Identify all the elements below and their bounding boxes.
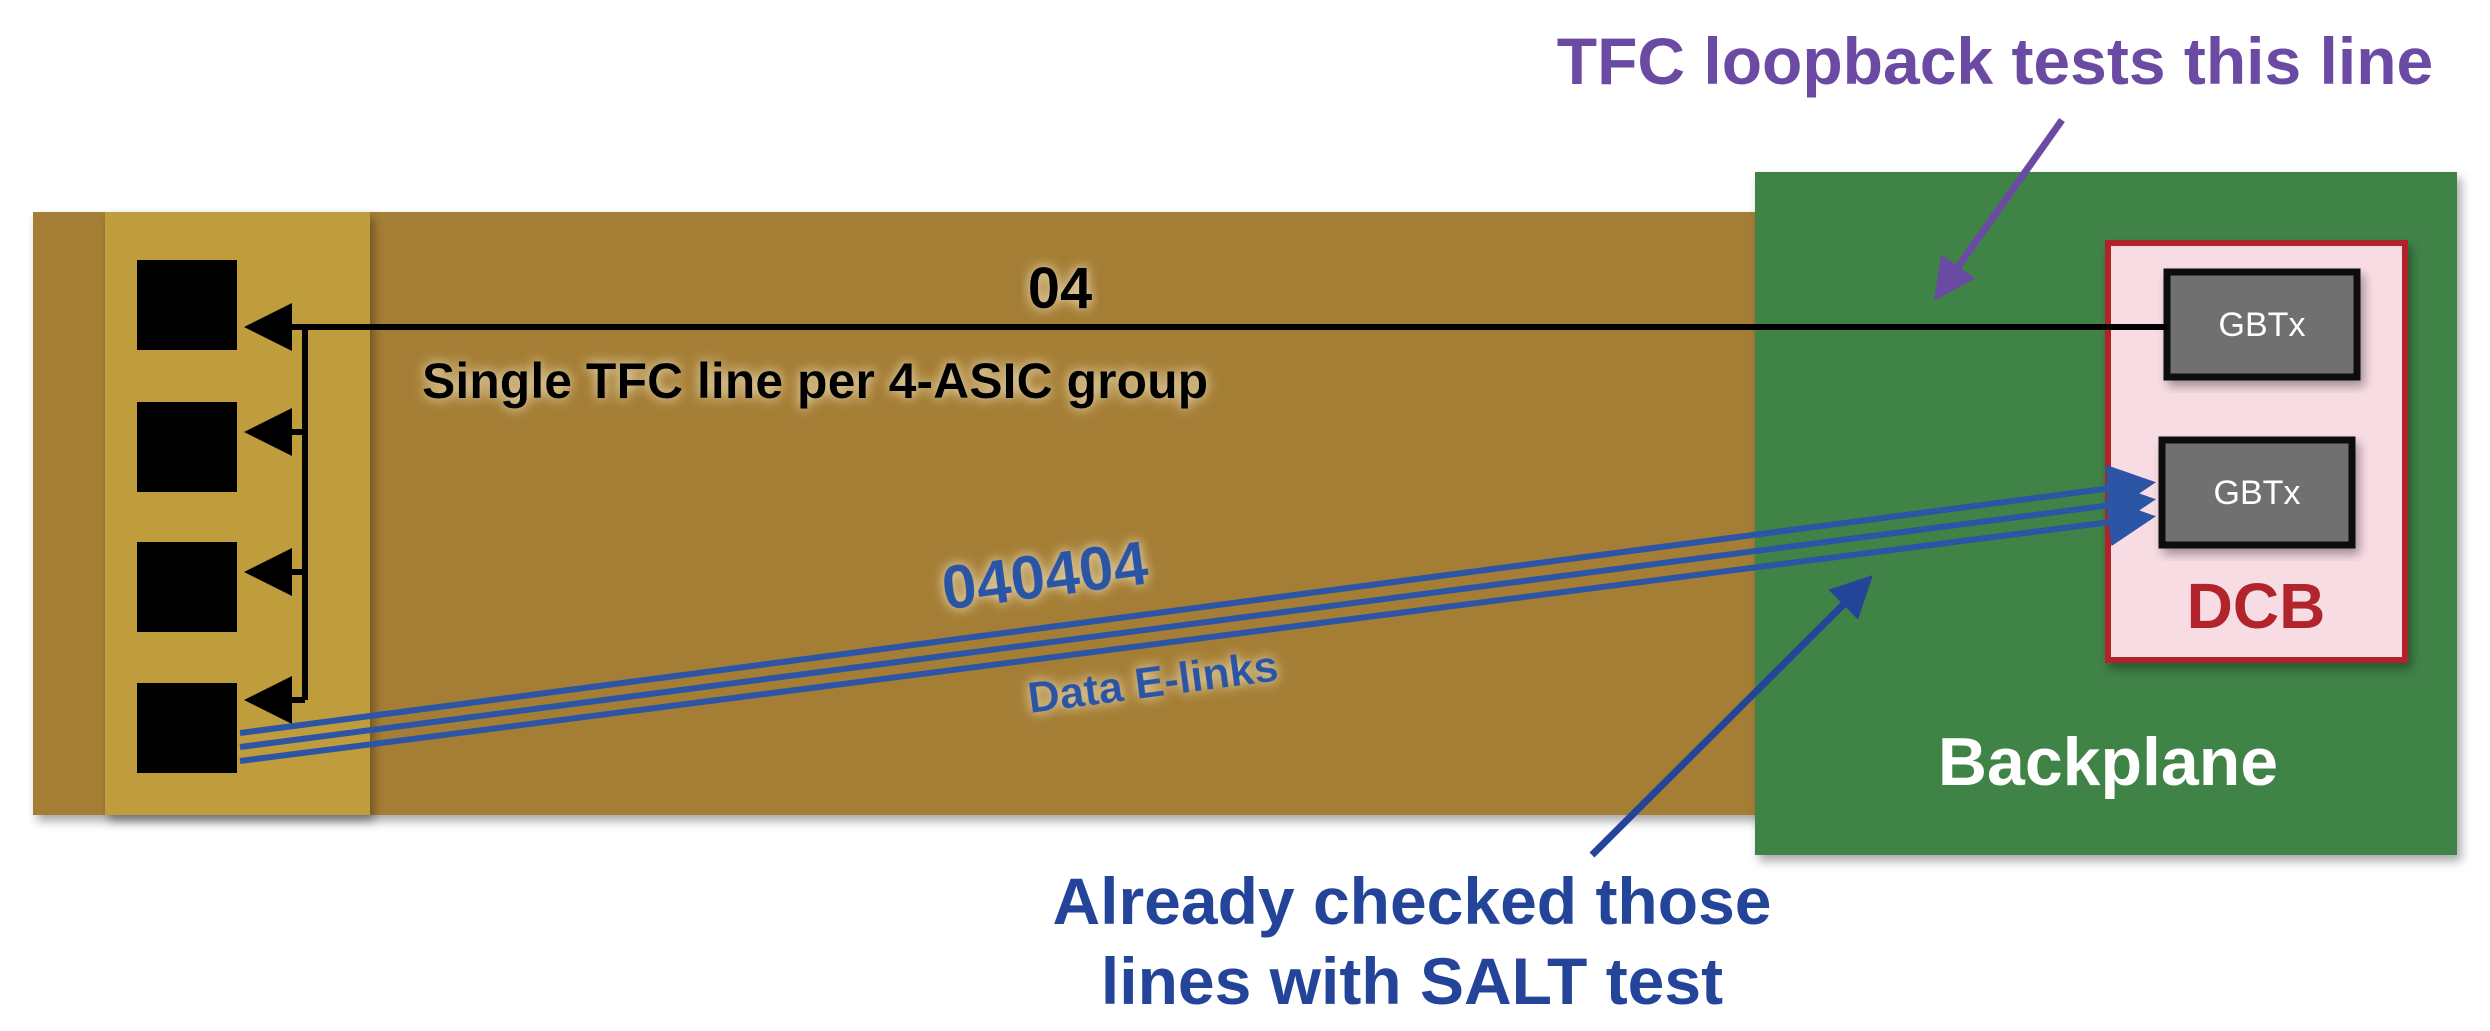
tfc-loopback-annotation: TFC loopback tests this line — [1557, 24, 2433, 98]
tfc-description-label: Single TFC line per 4-ASIC group — [422, 353, 1208, 409]
tfc-pattern-label: 04 — [1028, 256, 1093, 321]
asic-chip-3 — [137, 542, 237, 632]
salt-annotation-line2: lines with SALT test — [1101, 944, 1723, 1018]
asic-chip-1 — [137, 260, 237, 350]
backplane-label: Backplane — [1938, 724, 2278, 800]
gbtx-chip-1: GBTx — [2163, 268, 2361, 381]
gbtx-label-1: GBTx — [2219, 306, 2306, 344]
tfc-annotation-arrow — [1933, 117, 2065, 301]
asic-chip-4 — [137, 683, 237, 773]
dcb-label: DCB — [2187, 570, 2326, 642]
salt-annotation-arrow — [1589, 575, 1873, 858]
salt-annotation-line1: Already checked those — [1053, 864, 1772, 938]
tfc-line — [244, 303, 2167, 724]
data-elinks — [239, 464, 2156, 764]
asic-chip-2 — [137, 402, 237, 492]
gbtx-chip-2: GBTx — [2158, 436, 2356, 549]
gbtx-label-2: GBTx — [2214, 474, 2301, 512]
